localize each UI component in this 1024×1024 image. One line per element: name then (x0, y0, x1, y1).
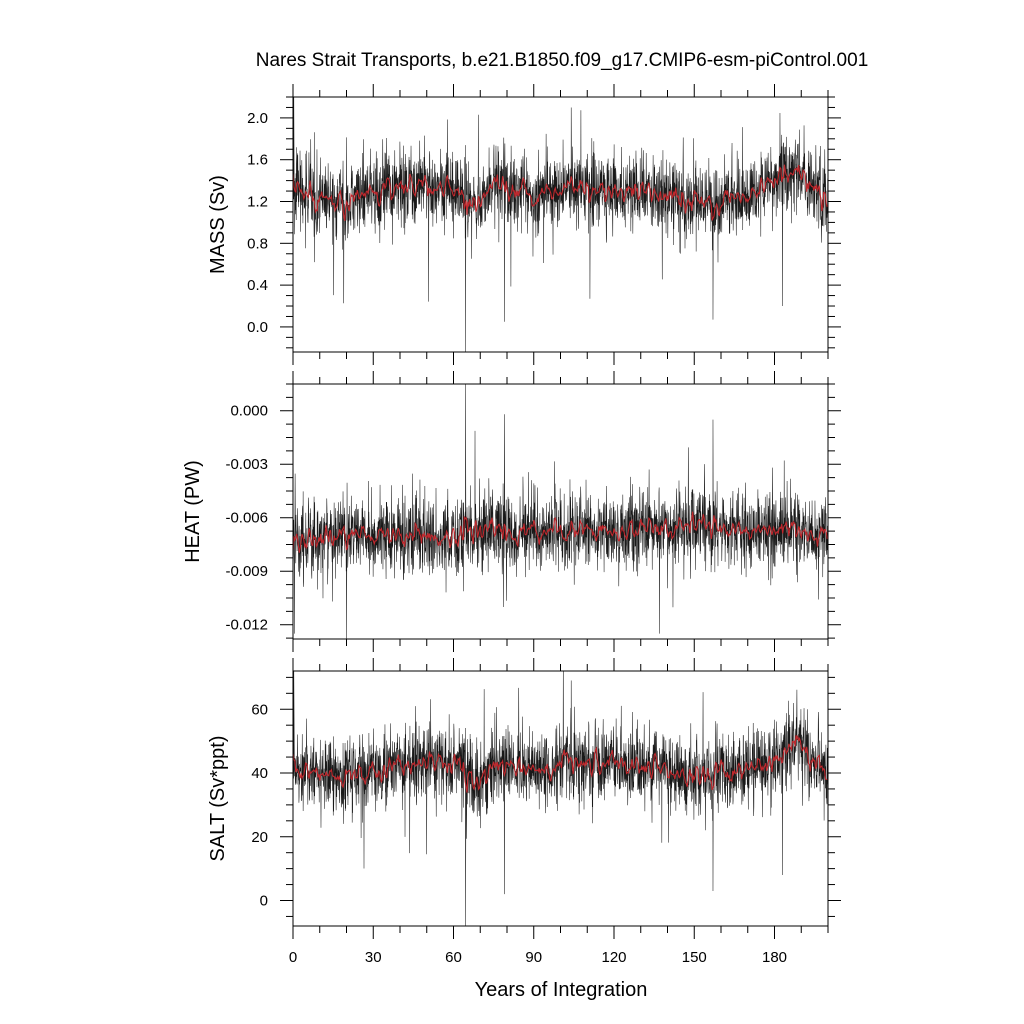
panel-3: 0 20 40 60 SALT (Sv*ppt) 0 30 60 90 120 150 180 (207, 658, 841, 966)
y-tick-label: -0.009 (225, 563, 268, 580)
x-tick-label: 150 (682, 949, 707, 966)
panel-1: 0.0 0.4 0.8 1.2 1.6 2.0 MASS (Sv) (207, 84, 841, 365)
x-tick-label: 120 (601, 949, 626, 966)
x-axis-label: Years of Integration (475, 979, 648, 1001)
y-axis-label: MASS (Sv) (207, 175, 229, 274)
series-annual-line (293, 511, 828, 553)
x-tick-label: 60 (445, 949, 462, 966)
y-axis-label: HEAT (PW) (182, 460, 204, 563)
series-annual-line (293, 734, 828, 793)
y-tick-label: 0.4 (247, 277, 268, 294)
series-monthly-line (293, 671, 828, 926)
series-monthly-line (293, 97, 828, 352)
x-tick-label: 90 (525, 949, 542, 966)
plot-frame (292, 96, 829, 353)
y-tick-label: 60 (251, 701, 268, 718)
y-tick-label: 1.6 (247, 152, 268, 169)
chart-title: Nares Strait Transports, b.e21.B1850.f09… (256, 50, 869, 71)
y-tick-label: 1.2 (247, 194, 268, 211)
y-tick-label: 0.000 (230, 403, 268, 420)
y-tick-label: 0.0 (247, 319, 268, 336)
x-tick-label: 0 (289, 949, 297, 966)
y-tick-label: 20 (251, 829, 268, 846)
x-tick-label: 30 (365, 949, 382, 966)
panel-2: -0.012 -0.009 -0.006 -0.003 0.000 HEAT (PW) (182, 371, 841, 652)
y-tick-label: -0.012 (225, 617, 268, 634)
y-tick-label: 40 (251, 765, 268, 782)
y-tick-label: -0.006 (225, 510, 268, 527)
y-tick-label: 0 (260, 893, 268, 910)
y-tick-label: 2.0 (247, 110, 268, 127)
series-annual-line (293, 164, 828, 222)
y-tick-label: -0.003 (225, 456, 268, 473)
plot-frame (292, 670, 829, 927)
y-axis-label: SALT (Sv*ppt) (207, 736, 229, 862)
series-monthly-line (293, 384, 828, 639)
x-tick-label: 180 (762, 949, 787, 966)
y-tick-label: 0.8 (247, 235, 268, 252)
